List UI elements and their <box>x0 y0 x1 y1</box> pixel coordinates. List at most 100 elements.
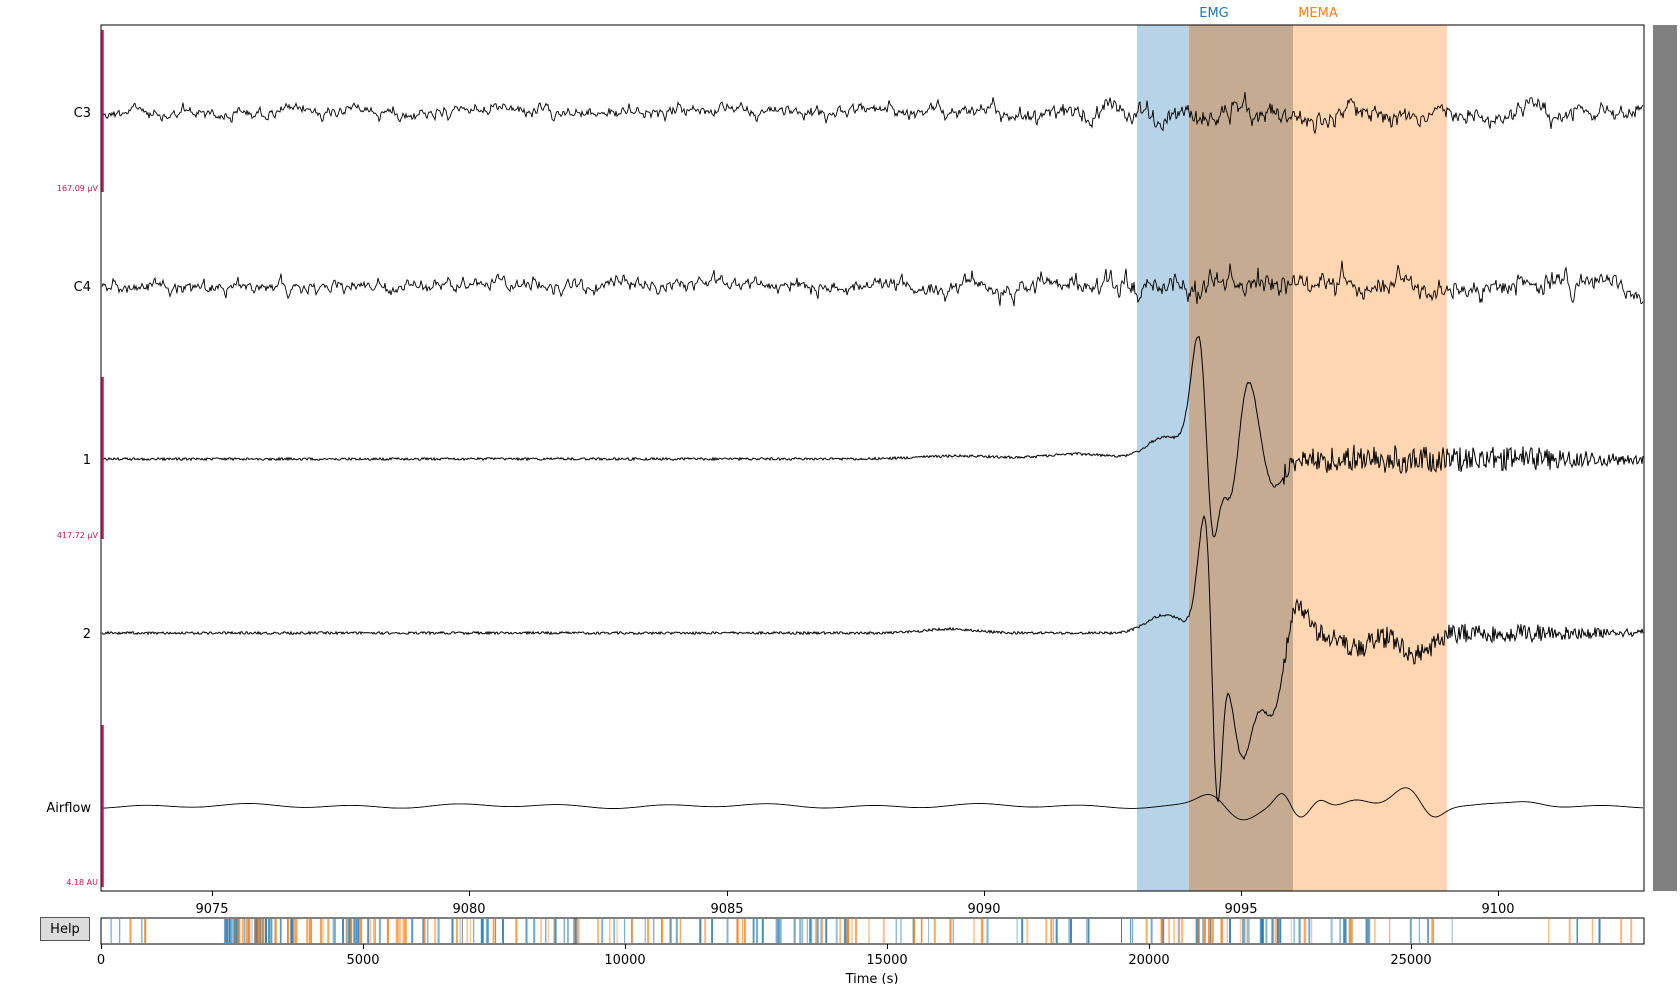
overview-view-window[interactable] <box>573 918 577 944</box>
overview-annotation-stripe <box>1389 919 1391 943</box>
overview-annotation-stripe <box>294 919 296 943</box>
emg-annotation-span[interactable] <box>1137 25 1189 891</box>
overview-annotation-stripe <box>386 919 389 943</box>
overview-annotation-stripe <box>119 919 121 943</box>
overview-annotation-stripe <box>661 919 662 943</box>
overview-annotation-stripe <box>952 919 954 943</box>
channel-label-c3[interactable]: C3 <box>74 106 91 121</box>
overview-annotation-stripe <box>949 919 952 943</box>
channel-label-c4[interactable]: C4 <box>74 280 91 295</box>
trace-channel-2[interactable] <box>101 514 1644 803</box>
trace-c3[interactable] <box>101 91 1644 134</box>
overview-annotation-stripe <box>756 919 759 943</box>
overview-annotation-stripe <box>1273 919 1274 943</box>
channel-label-2[interactable]: 2 <box>83 627 91 642</box>
overview-annotation-stripe <box>1208 919 1209 943</box>
overview-annotation-stripe <box>973 919 975 943</box>
overview-annotation-stripe <box>1431 919 1434 943</box>
trace-c4[interactable] <box>101 260 1644 307</box>
overview-annotation-stripe <box>346 919 349 943</box>
overview-annotation-stripe <box>249 919 251 943</box>
overview-annotation-stripe <box>402 919 405 943</box>
overview-annotation-stripe <box>1220 919 1223 943</box>
overview-annotation-stripe <box>1130 919 1132 943</box>
overview-annotation-stripe <box>1168 919 1170 943</box>
channel-label-1[interactable]: 1 <box>83 453 91 468</box>
overview-annotation-stripe <box>262 919 265 943</box>
overview-annotation-stripe <box>928 919 929 943</box>
overview-annotation-stripe <box>554 919 556 943</box>
overview-annotation-stripe <box>1298 919 1301 943</box>
overview-annotation-stripe <box>1330 919 1333 943</box>
overview-annotation-stripe <box>839 919 842 943</box>
help-button[interactable]: Help <box>40 917 90 941</box>
overview-annotation-stripe <box>743 919 746 943</box>
overview-annotation-stripe <box>287 919 288 943</box>
overview-annotation-stripe <box>632 919 634 943</box>
overview-annotation-stripe <box>1433 919 1435 943</box>
overview-annotation-stripe <box>1026 919 1029 943</box>
overview-annotation-stripe <box>397 919 400 943</box>
overview-annotation-stripe <box>577 919 579 943</box>
overview-annotation-stripe <box>699 919 702 943</box>
overview-annotation-stripe <box>470 919 471 943</box>
overview-annotation-stripe <box>675 919 678 943</box>
overview-annotation-stripe <box>821 919 823 943</box>
overview-annotation-stripe <box>227 919 230 943</box>
overview-annotation-stripe <box>485 919 488 943</box>
overview-annotation-stripe <box>554 919 556 943</box>
overview-annotation-stripe <box>1365 919 1368 943</box>
overview-annotation-stripe <box>1086 919 1088 943</box>
overview-annotation-stripe <box>268 919 271 943</box>
channel-label-airflow[interactable]: Airflow <box>46 801 91 816</box>
main-x-tick-label: 9080 <box>452 902 485 917</box>
overview-annotation-stripe <box>1162 919 1165 943</box>
overview-annotation-stripe <box>835 919 838 943</box>
overview-annotation-stripe <box>843 919 845 943</box>
overview-annotation-stripe <box>515 919 518 943</box>
overview-annotation-stripe <box>1348 919 1351 943</box>
overview-annotation-stripe <box>736 919 739 943</box>
overview-annotation-stripe <box>355 919 356 943</box>
overview-annotation-stripe <box>846 919 849 943</box>
overview-bar[interactable] <box>100 917 1645 945</box>
trace-airflow[interactable] <box>101 787 1643 821</box>
overview-annotation-stripe <box>1265 919 1268 943</box>
overview-annotation-stripe <box>480 919 483 943</box>
overview-annotation-stripe <box>624 919 626 943</box>
overview-annotation-stripe <box>1177 919 1179 943</box>
overview-annotation-stripe <box>609 919 611 943</box>
overview-annotation-stripe <box>613 919 615 943</box>
main-x-tick-label: 9075 <box>195 902 228 917</box>
overview-annotation-stripe <box>262 919 264 943</box>
overview-annotation-stripe <box>914 919 915 943</box>
overview-background[interactable] <box>101 918 1644 944</box>
overview-annotation-stripe <box>933 919 936 943</box>
overview-annotation-stripe <box>1374 919 1376 943</box>
overview-annotation-stripe <box>1293 919 1295 943</box>
overview-annotation-stripe <box>322 919 324 943</box>
trace-channel-1[interactable] <box>101 335 1644 538</box>
overview-annotation-stripe <box>1245 919 1247 943</box>
overview-annotation-stripe <box>1211 919 1214 943</box>
overview-annotation-stripe <box>1339 919 1341 943</box>
overview-annotation-stripe <box>306 919 309 943</box>
overview-annotation-stripe <box>631 919 633 943</box>
emg-annotation-label: EMG <box>1199 6 1229 21</box>
overview-annotation-stripe <box>1352 919 1353 943</box>
overview-x-tick-label: 10000 <box>604 953 645 968</box>
overview-annotation-stripe <box>353 919 356 943</box>
channel-traces <box>101 91 1644 821</box>
overview-annotation-stripe <box>1132 919 1134 943</box>
overview-annotation-stripe <box>234 919 236 943</box>
overview-annotation-stripe <box>247 919 250 943</box>
overview-annotation-stripe <box>1568 919 1571 943</box>
overview-annotation-stripe <box>1247 919 1250 943</box>
overview-annotation-stripe <box>801 919 804 943</box>
scale-label-emg: 417.72 µV <box>57 531 99 540</box>
vertical-channel-scrollbar[interactable] <box>1653 25 1677 891</box>
overview-annotation-stripe <box>704 919 707 943</box>
overview-annotation-stripe <box>1203 919 1206 943</box>
overview-annotation-stripe <box>1226 919 1228 943</box>
overview-annotation-stripe <box>264 919 267 943</box>
